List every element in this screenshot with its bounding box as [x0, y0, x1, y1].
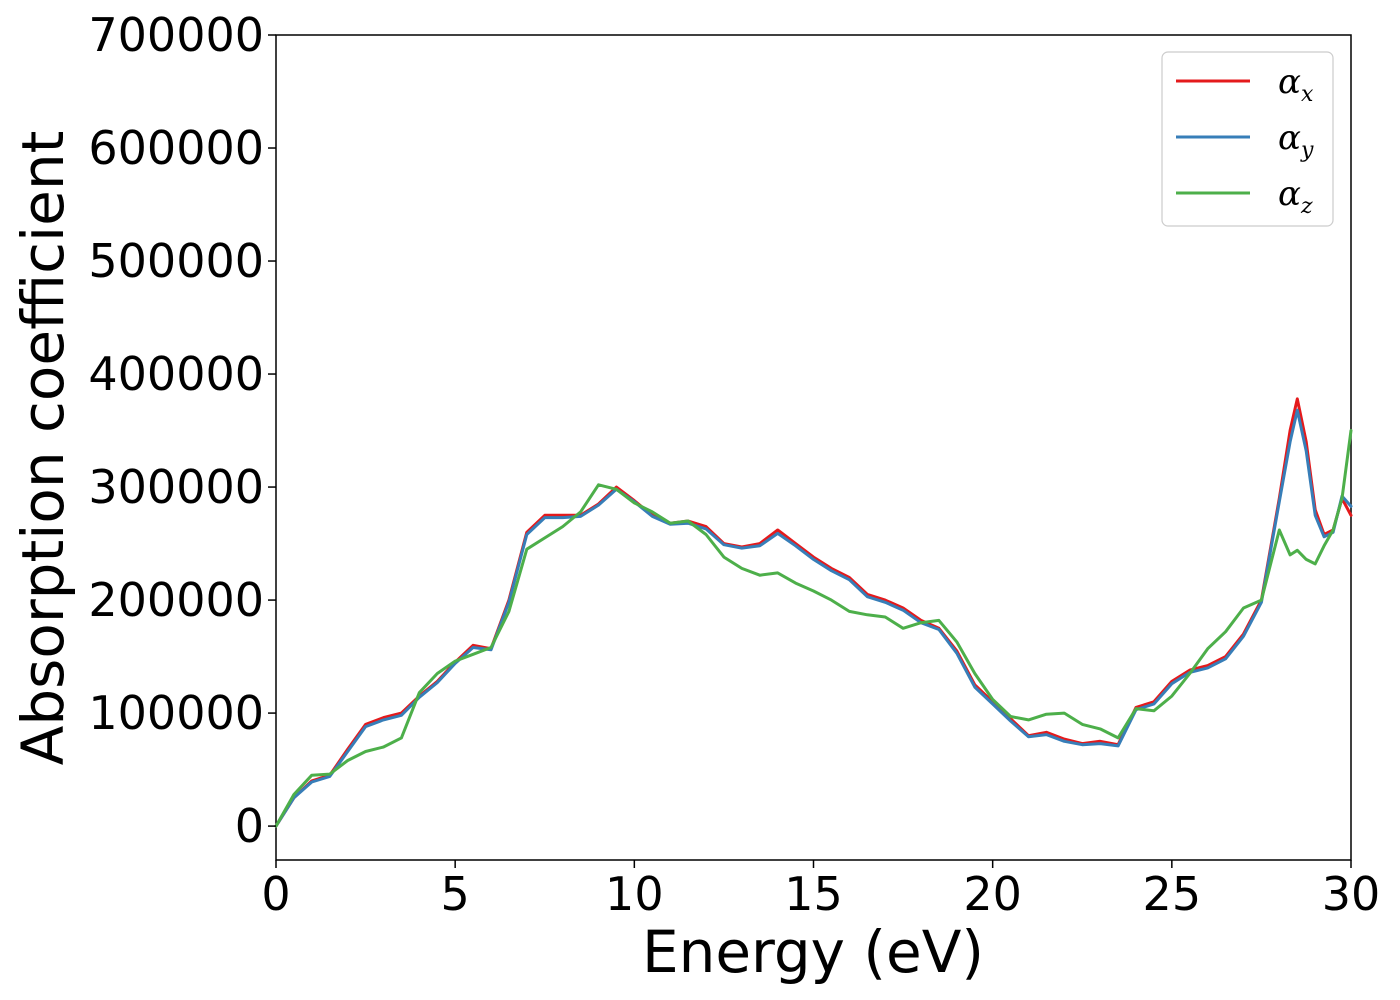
- legend-label-x: αx: [1278, 62, 1314, 107]
- y-tick-label: 500000: [88, 234, 264, 288]
- legend-box: [1161, 51, 1334, 227]
- x-axis-ticks: 0 5 10 15 20 25 30: [261, 860, 1380, 921]
- series-line-z: [274, 429, 1353, 828]
- legend-label-z: αz: [1278, 174, 1313, 219]
- x-tick-label: 0: [261, 867, 290, 921]
- legend-label-y: αy: [1278, 118, 1314, 163]
- y-tick-label: 200000: [88, 573, 264, 627]
- legend: αx αy αz: [1161, 51, 1334, 227]
- y-axis-label: Absorption coefficient: [9, 131, 77, 766]
- y-tick-label: 300000: [88, 460, 264, 514]
- x-tick-label: 20: [963, 867, 1022, 921]
- y-axis-ticks: 0 100000 200000 300000 400000 500000 600000 700…: [88, 8, 276, 853]
- x-tick-label: 15: [784, 867, 843, 921]
- series-line-y: [274, 408, 1353, 828]
- y-tick-label: 0: [235, 799, 264, 853]
- y-tick-label: 100000: [88, 686, 264, 740]
- x-tick-label: 5: [441, 867, 470, 921]
- x-axis-label: Energy (eV): [642, 918, 984, 986]
- series-lines: [274, 397, 1353, 828]
- x-tick-label: 25: [1143, 867, 1202, 921]
- x-tick-label: 30: [1322, 867, 1381, 921]
- x-tick-label: 10: [605, 867, 664, 921]
- y-tick-label: 600000: [88, 121, 264, 175]
- y-tick-label: 400000: [88, 347, 264, 401]
- y-tick-label: 700000: [88, 8, 264, 62]
